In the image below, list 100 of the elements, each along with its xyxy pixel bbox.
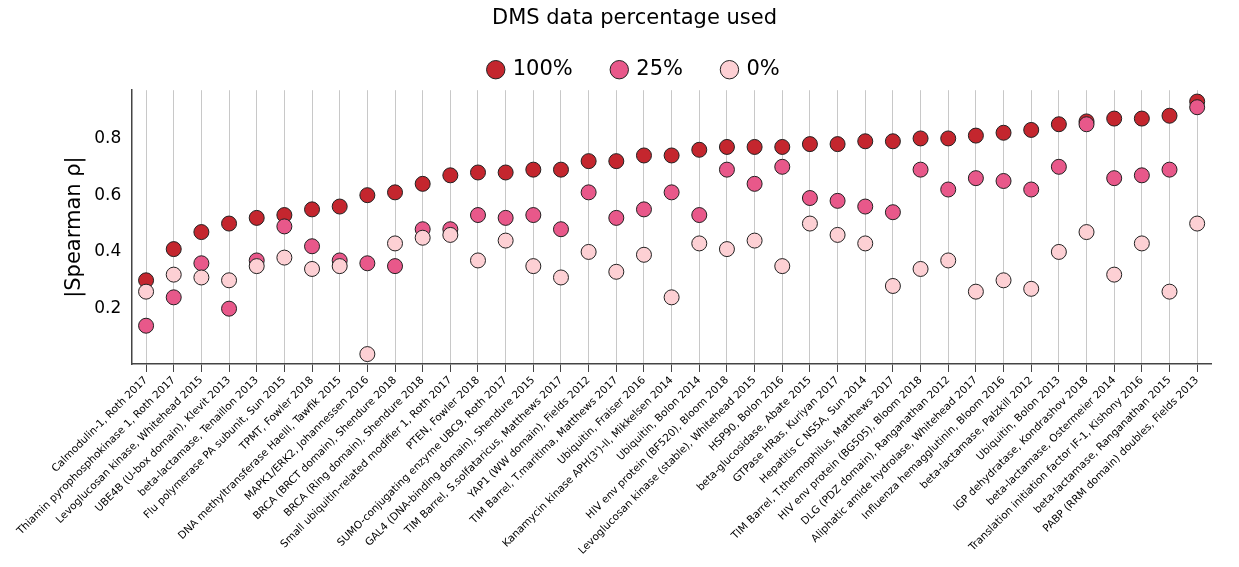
point xyxy=(746,232,763,249)
point xyxy=(1133,235,1150,252)
point xyxy=(801,215,818,232)
point xyxy=(1133,110,1150,127)
point xyxy=(359,346,376,363)
point xyxy=(304,201,321,218)
point xyxy=(912,260,929,277)
point xyxy=(1050,116,1067,133)
point xyxy=(995,173,1012,189)
point xyxy=(967,283,984,300)
point xyxy=(1023,181,1040,198)
point xyxy=(691,207,708,224)
point xyxy=(884,204,901,221)
point xyxy=(718,138,735,155)
point xyxy=(497,209,514,226)
point xyxy=(857,235,874,252)
point xyxy=(608,263,625,280)
point xyxy=(387,258,404,275)
point xyxy=(746,138,763,155)
point xyxy=(801,136,818,153)
point xyxy=(276,218,293,235)
point xyxy=(580,184,597,201)
point xyxy=(221,300,238,317)
point xyxy=(1050,243,1067,260)
point xyxy=(884,133,901,150)
y-tick-label: 0.6 xyxy=(94,183,122,204)
point xyxy=(718,241,735,258)
point xyxy=(497,232,514,249)
point xyxy=(829,226,846,243)
point xyxy=(774,138,791,155)
point xyxy=(276,249,293,266)
point xyxy=(746,175,763,192)
point xyxy=(940,252,957,269)
y-tick-label: 0.2 xyxy=(94,297,122,318)
point xyxy=(691,141,708,158)
point xyxy=(912,130,929,147)
point xyxy=(774,258,791,275)
point xyxy=(165,289,182,306)
point xyxy=(221,215,238,232)
point xyxy=(331,198,348,215)
point xyxy=(469,252,486,269)
y-axis-title: |Spearman ρ| xyxy=(61,156,87,298)
point xyxy=(414,229,431,246)
point xyxy=(857,133,874,150)
point xyxy=(635,246,652,263)
point xyxy=(359,255,376,272)
point xyxy=(525,258,542,275)
point xyxy=(193,269,210,286)
point xyxy=(663,289,680,306)
point xyxy=(912,161,929,178)
point xyxy=(1023,280,1040,297)
point xyxy=(469,164,486,181)
point xyxy=(1133,167,1150,184)
point xyxy=(248,258,265,275)
point xyxy=(1161,107,1178,124)
point xyxy=(304,260,321,277)
point xyxy=(635,201,652,218)
point xyxy=(165,241,182,258)
point xyxy=(829,136,846,153)
point xyxy=(442,167,459,184)
point xyxy=(774,158,791,175)
point xyxy=(414,175,431,192)
point xyxy=(663,184,680,201)
legend-label: 0% xyxy=(746,56,780,81)
y-tick-label: 0.4 xyxy=(94,240,122,261)
point xyxy=(995,272,1012,289)
legend-label: 25% xyxy=(636,56,683,81)
point xyxy=(580,153,597,170)
point xyxy=(442,226,459,243)
point xyxy=(469,207,486,224)
point xyxy=(663,147,680,164)
point xyxy=(1161,161,1178,178)
point xyxy=(1161,283,1178,300)
point xyxy=(635,147,652,164)
point xyxy=(1106,110,1123,127)
point xyxy=(497,164,514,181)
point xyxy=(995,124,1012,141)
point xyxy=(138,283,155,300)
point xyxy=(1189,99,1206,116)
point xyxy=(552,221,569,238)
point xyxy=(552,269,569,286)
point xyxy=(608,209,625,226)
point xyxy=(718,161,735,178)
point xyxy=(691,235,708,252)
point xyxy=(829,192,846,209)
point xyxy=(967,170,984,187)
point xyxy=(525,207,542,224)
point xyxy=(387,235,404,252)
point xyxy=(359,187,376,204)
point xyxy=(1050,158,1067,175)
point xyxy=(967,127,984,144)
point xyxy=(221,272,238,289)
point xyxy=(387,184,404,201)
point xyxy=(248,209,265,226)
y-tick-label: 0.8 xyxy=(94,126,122,147)
point xyxy=(940,181,957,198)
point xyxy=(552,161,569,178)
point xyxy=(940,130,957,147)
point xyxy=(608,153,625,170)
point xyxy=(801,190,818,207)
